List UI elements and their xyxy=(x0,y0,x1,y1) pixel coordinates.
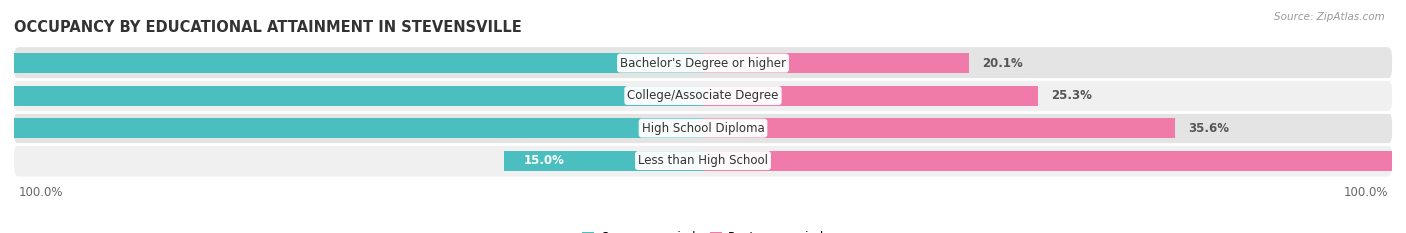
FancyBboxPatch shape xyxy=(14,145,1392,177)
Bar xyxy=(505,151,703,171)
Bar xyxy=(703,53,969,73)
Bar xyxy=(0,86,703,106)
Text: High School Diploma: High School Diploma xyxy=(641,122,765,135)
Bar xyxy=(703,86,1038,106)
Bar xyxy=(0,53,703,73)
Text: 35.6%: 35.6% xyxy=(1188,122,1229,135)
Bar xyxy=(0,118,703,138)
Text: Less than High School: Less than High School xyxy=(638,154,768,167)
Text: OCCUPANCY BY EDUCATIONAL ATTAINMENT IN STEVENSVILLE: OCCUPANCY BY EDUCATIONAL ATTAINMENT IN S… xyxy=(14,20,522,35)
Text: Source: ZipAtlas.com: Source: ZipAtlas.com xyxy=(1274,12,1385,22)
FancyBboxPatch shape xyxy=(14,112,1392,144)
FancyBboxPatch shape xyxy=(14,80,1392,112)
Text: Bachelor's Degree or higher: Bachelor's Degree or higher xyxy=(620,57,786,70)
Text: College/Associate Degree: College/Associate Degree xyxy=(627,89,779,102)
Bar xyxy=(703,151,1406,171)
Bar xyxy=(703,118,1174,138)
FancyBboxPatch shape xyxy=(14,47,1392,79)
Text: 20.1%: 20.1% xyxy=(983,57,1024,70)
Text: 25.3%: 25.3% xyxy=(1052,89,1092,102)
Legend: Owner-occupied, Renter-occupied: Owner-occupied, Renter-occupied xyxy=(578,226,828,233)
Text: 15.0%: 15.0% xyxy=(524,154,565,167)
